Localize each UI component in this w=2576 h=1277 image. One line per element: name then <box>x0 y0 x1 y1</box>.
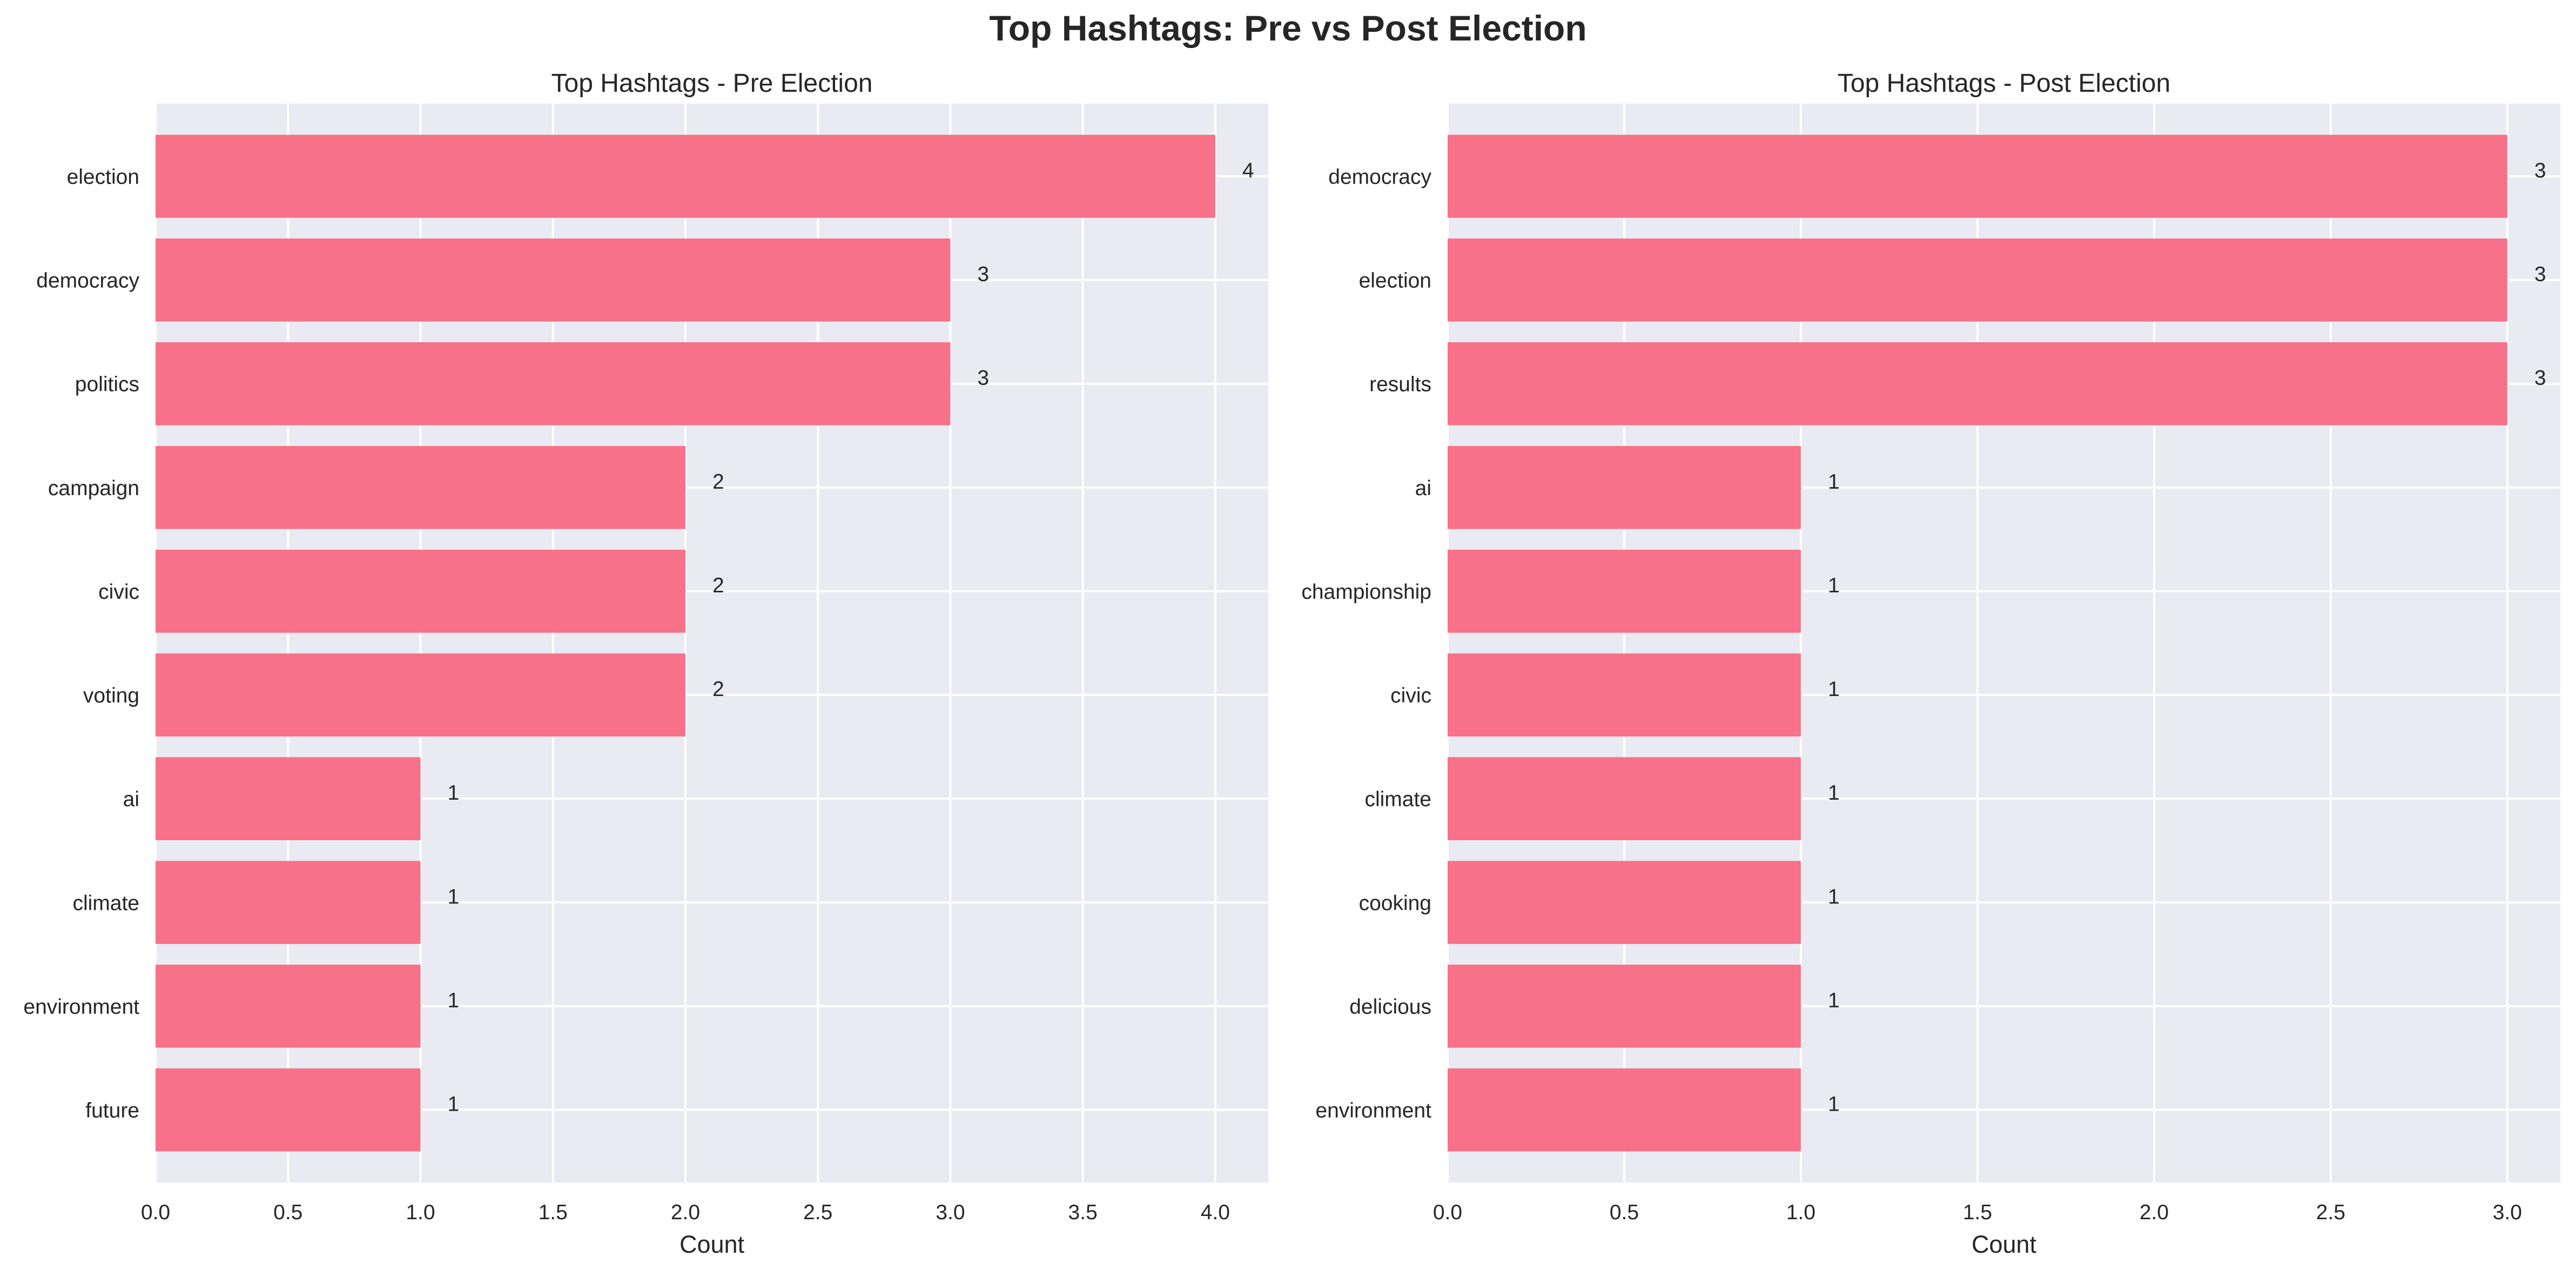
chart1-x-tick-label: 2.0 <box>671 1201 700 1224</box>
chart2-data-label: 3 <box>2534 263 2546 286</box>
chart2-data-label: 1 <box>1828 470 1840 494</box>
chart2-bar <box>1448 445 1801 529</box>
chart1-data-label: 2 <box>712 678 724 701</box>
chart2-y-tick-label: championship <box>1301 580 1431 604</box>
chart1-y-tick-label: environment <box>23 995 139 1018</box>
chart1-y-tick-label: ai <box>123 788 139 811</box>
chart2-data-label: 3 <box>2534 159 2546 182</box>
chart2-y-tick-label: civic <box>1390 684 1431 707</box>
chart1-x-axis-label: Count <box>680 1231 745 1258</box>
chart1-data-label: 1 <box>447 989 459 1012</box>
chart2-title: Top Hashtags - Post Election <box>1838 69 2170 98</box>
chart2-y-tick-label: results <box>1369 373 1431 396</box>
chart2-data-label: 1 <box>1828 781 1840 805</box>
chart2-bar <box>1448 1068 1801 1152</box>
chart1-x-tick-label: 4.0 <box>1201 1201 1230 1224</box>
chart2-bar <box>1448 964 1801 1048</box>
chart1-y-tick-label: democracy <box>36 269 139 293</box>
chart1-data-label: 1 <box>447 1093 459 1116</box>
chart1-y-tick-label: campaign <box>48 477 139 500</box>
chart2-data-label: 1 <box>1828 989 1840 1012</box>
chart1-data-label: 1 <box>447 781 459 805</box>
chart2-bar <box>1448 550 1801 633</box>
chart2-bar <box>1448 134 2507 218</box>
chart2-bar <box>1448 757 1801 841</box>
chart2-y-tick-label: delicious <box>1349 995 1431 1018</box>
chart2-y-tick-label: climate <box>1364 788 1431 811</box>
chart2-x-tick-label: 1.5 <box>1963 1201 1992 1224</box>
chart1-x-tick-label: 3.5 <box>1068 1201 1098 1224</box>
chart2-y-tick-label: environment <box>1315 1099 1431 1123</box>
chart2-x-tick-label: 3.0 <box>2493 1201 2522 1224</box>
chart1-y-tick-label: civic <box>98 580 139 604</box>
chart2-x-tick-label: 2.5 <box>2316 1201 2345 1224</box>
chart2-y-tick-label: cooking <box>1359 891 1431 915</box>
chart1-y-tick-label: future <box>85 1099 139 1123</box>
chart1-bar <box>156 342 951 425</box>
chart1-data-label: 2 <box>712 470 724 494</box>
chart2-bar <box>1448 342 2507 425</box>
chart1-x-tick-label: 0.0 <box>141 1201 170 1224</box>
chart2-y-tick-label: election <box>1359 269 1431 293</box>
chart1-bar <box>156 445 685 529</box>
chart2-x-tick-label: 0.0 <box>1433 1201 1462 1224</box>
chart2-x-axis-label: Count <box>1972 1231 2037 1258</box>
chart1-bar <box>156 653 685 737</box>
chart2-data-label: 1 <box>1828 574 1840 597</box>
chart1-data-label: 3 <box>977 367 989 390</box>
chart2-data-label: 3 <box>2534 367 2546 390</box>
chart1-bar <box>156 134 1215 218</box>
chart2-bar <box>1448 238 2507 322</box>
chart1-bar <box>156 861 421 944</box>
chart2-data-label: 1 <box>1828 1093 1840 1116</box>
chart1-y-tick-label: voting <box>83 684 139 707</box>
chart1-data-label: 2 <box>712 574 724 597</box>
chart1-y-tick-label: climate <box>72 891 139 915</box>
chart1-y-tick-label: election <box>67 165 139 188</box>
chart2-bar <box>1448 861 1801 944</box>
chart2-data-label: 1 <box>1828 885 1840 908</box>
chart1-data-label: 4 <box>1242 159 1254 182</box>
chart1-bar <box>156 964 421 1048</box>
chart1-bar <box>156 1068 421 1152</box>
figure-title: Top Hashtags: Pre vs Post Election <box>989 8 1587 48</box>
chart2-data-label: 1 <box>1828 678 1840 701</box>
chart1-x-tick-label: 3.0 <box>936 1201 965 1224</box>
chart2-y-tick-label: ai <box>1415 477 1431 500</box>
chart1-y-tick-label: politics <box>75 373 139 396</box>
chart1-bar <box>156 757 421 841</box>
chart2-x-tick-label: 2.0 <box>2140 1201 2169 1224</box>
chart1-bar <box>156 550 685 633</box>
chart2-x-tick-label: 1.0 <box>1786 1201 1815 1224</box>
chart1-title: Top Hashtags - Pre Election <box>551 69 873 98</box>
chart1-x-tick-label: 2.5 <box>803 1201 832 1224</box>
chart2-bar <box>1448 653 1801 737</box>
chart1-data-label: 1 <box>447 885 459 908</box>
chart2-y-tick-label: democracy <box>1328 165 1431 188</box>
chart2-x-tick-label: 0.5 <box>1610 1201 1639 1224</box>
chart1-x-tick-label: 0.5 <box>273 1201 302 1224</box>
chart1-data-label: 3 <box>977 263 989 286</box>
chart1-x-tick-label: 1.5 <box>539 1201 568 1224</box>
chart1-x-tick-label: 1.0 <box>406 1201 435 1224</box>
chart1-bar <box>156 238 951 322</box>
